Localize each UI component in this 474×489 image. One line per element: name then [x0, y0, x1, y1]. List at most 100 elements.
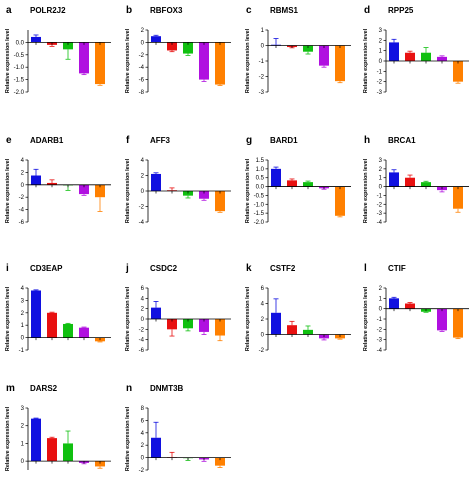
bar-4 [79, 42, 89, 74]
y-tick-label: 0 [141, 40, 145, 46]
bar-5 [335, 186, 345, 216]
bar-3 [63, 323, 73, 338]
bar-1 [31, 175, 41, 185]
panel-title: CSDC2 [150, 264, 178, 273]
y-tick-label: -4 [19, 208, 25, 214]
bar-2 [405, 303, 415, 309]
chart-panel-f: f AFF3 Relative expression level 4 2 0 -2 -4 [125, 135, 231, 226]
bar-1 [271, 168, 281, 187]
panel-letter: g [246, 135, 252, 146]
chart-panel-m: m DARS2 Relative expression level 3 2 1 0 [5, 383, 111, 471]
y-tick-label: 1 [21, 323, 25, 329]
bar-3 [63, 42, 73, 50]
bar-4 [199, 191, 209, 199]
bar-4 [437, 56, 447, 61]
y-axis-label: Relative expression level [5, 286, 11, 351]
panel-letter: k [246, 263, 252, 274]
bar-1 [271, 312, 281, 335]
y-axis-label: Relative expression level [363, 158, 369, 223]
bar-1 [151, 307, 161, 319]
bar-2 [287, 180, 297, 187]
y-axis-label: Relative expression level [125, 406, 131, 471]
bar-5 [95, 461, 105, 467]
panel-letter: l [364, 263, 367, 274]
bar-1 [31, 418, 41, 462]
y-tick-label: -2 [377, 80, 383, 86]
y-tick-label: 6 [141, 418, 145, 424]
bar-4 [199, 319, 209, 332]
y-tick-label: 0 [379, 59, 383, 65]
y-axis-label: Relative expression level [125, 158, 131, 223]
bar-5 [215, 319, 225, 336]
bar-2 [167, 42, 177, 51]
y-tick-label: 0.0 [256, 185, 265, 191]
panel-letter: m [6, 383, 15, 394]
y-tick-label: 0 [379, 307, 383, 313]
chart-panel-n: n DNMT3B Relative expression level 8 6 4 2 0 -2 [125, 383, 231, 474]
y-tick-label: 3 [21, 406, 25, 412]
y-tick-label: -4 [139, 65, 145, 71]
panel-letter: i [6, 263, 9, 274]
y-tick-label: 3 [21, 298, 25, 304]
y-tick-label: 0.5 [256, 176, 265, 182]
panel-title: DNMT3B [150, 384, 184, 393]
bar-4 [199, 42, 209, 80]
y-tick-label: 6 [261, 286, 265, 292]
chart-panel-l: l CTIF Relative expression level 2 1 0 -1 -2 -3 -… [363, 263, 469, 354]
panel-letter: d [364, 5, 370, 16]
y-tick-label: -1.0 [14, 65, 25, 71]
bar-3 [183, 42, 193, 54]
panel-letter: n [126, 383, 132, 394]
bar-5 [215, 191, 225, 212]
y-tick-label: 2 [141, 174, 145, 180]
bar-2 [405, 52, 415, 61]
y-tick-label: -3 [377, 211, 383, 217]
y-tick-label: -1 [377, 69, 383, 75]
y-tick-label: 2 [379, 286, 383, 292]
y-tick-label: -2 [139, 468, 145, 474]
y-tick-label: 1 [379, 176, 383, 182]
y-axis-label: Relative expression level [245, 286, 251, 351]
bar-3 [421, 52, 431, 61]
panel-title: CSTF2 [270, 264, 296, 273]
panel-title: AFF3 [150, 136, 171, 145]
bar-3 [303, 182, 313, 187]
bar-2 [167, 319, 177, 330]
chart-panel-c: c RBMS1 Relative expression level 1 0 -1 -2 -3 [245, 5, 351, 96]
bar-2 [405, 177, 415, 187]
chart-panel-k: k CSTF2 Relative expression level 6 4 2 0 -2 [245, 263, 351, 354]
bar-5 [95, 42, 105, 85]
y-tick-label: 2 [21, 170, 25, 176]
y-tick-label: 1 [21, 441, 25, 447]
y-tick-label: -0.5 [14, 53, 25, 59]
panel-title: CD3EAP [30, 264, 63, 273]
y-tick-label: 1 [261, 28, 265, 34]
panel-title: RBFOX3 [150, 6, 183, 15]
y-tick-label: 0 [21, 459, 25, 465]
bar-1 [151, 437, 161, 458]
y-tick-label: -4 [377, 348, 383, 354]
y-tick-label: 2 [261, 317, 265, 323]
y-axis-label: Relative expression level [125, 286, 131, 351]
y-axis-label: Relative expression level [5, 28, 11, 93]
y-tick-label: -4 [377, 220, 383, 226]
y-tick-label: -8 [139, 90, 145, 96]
bar-2 [47, 312, 57, 338]
y-tick-label: 3 [379, 158, 383, 164]
y-tick-label: -2.0 [254, 220, 265, 226]
panel-letter: f [126, 135, 130, 146]
bar-3 [183, 319, 193, 329]
bar-1 [31, 36, 41, 43]
y-tick-label: -1 [259, 59, 265, 65]
bar-5 [335, 45, 345, 82]
y-tick-label: -1 [377, 193, 383, 199]
y-tick-label: -2 [259, 75, 265, 81]
y-tick-label: -2 [139, 205, 145, 211]
y-tick-label: 0.0 [16, 40, 25, 46]
bar-5 [453, 186, 463, 209]
y-tick-label: 4 [141, 158, 145, 164]
y-tick-label: -1 [19, 348, 25, 354]
panel-letter: c [246, 5, 252, 16]
